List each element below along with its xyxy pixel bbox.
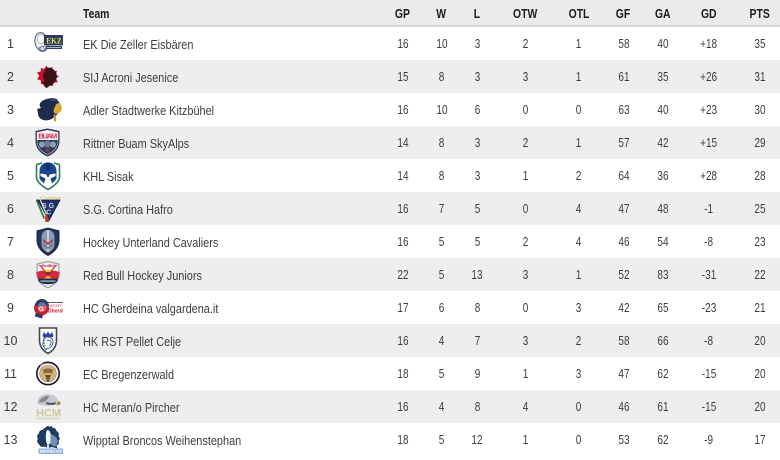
svg-text:RedBull: RedBull: [42, 264, 56, 268]
svg-text:S G: S G: [42, 203, 55, 210]
svg-text:HCM: HCM: [36, 408, 61, 420]
svg-text:Gherdëina: Gherdëina: [48, 309, 63, 315]
svg-text:BRONCOS: BRONCOS: [40, 449, 62, 453]
svg-text:EKZ: EKZ: [46, 36, 62, 45]
svg-text:Cortina: Cortina: [40, 195, 60, 202]
svg-text:G: G: [39, 306, 44, 313]
svg-text:EC BW: EC BW: [40, 363, 50, 367]
svg-text:HOCKEY CLUB: HOCKEY CLUB: [49, 304, 64, 308]
svg-text:BUAM: BUAM: [38, 132, 57, 141]
svg-text:C: C: [46, 210, 51, 217]
